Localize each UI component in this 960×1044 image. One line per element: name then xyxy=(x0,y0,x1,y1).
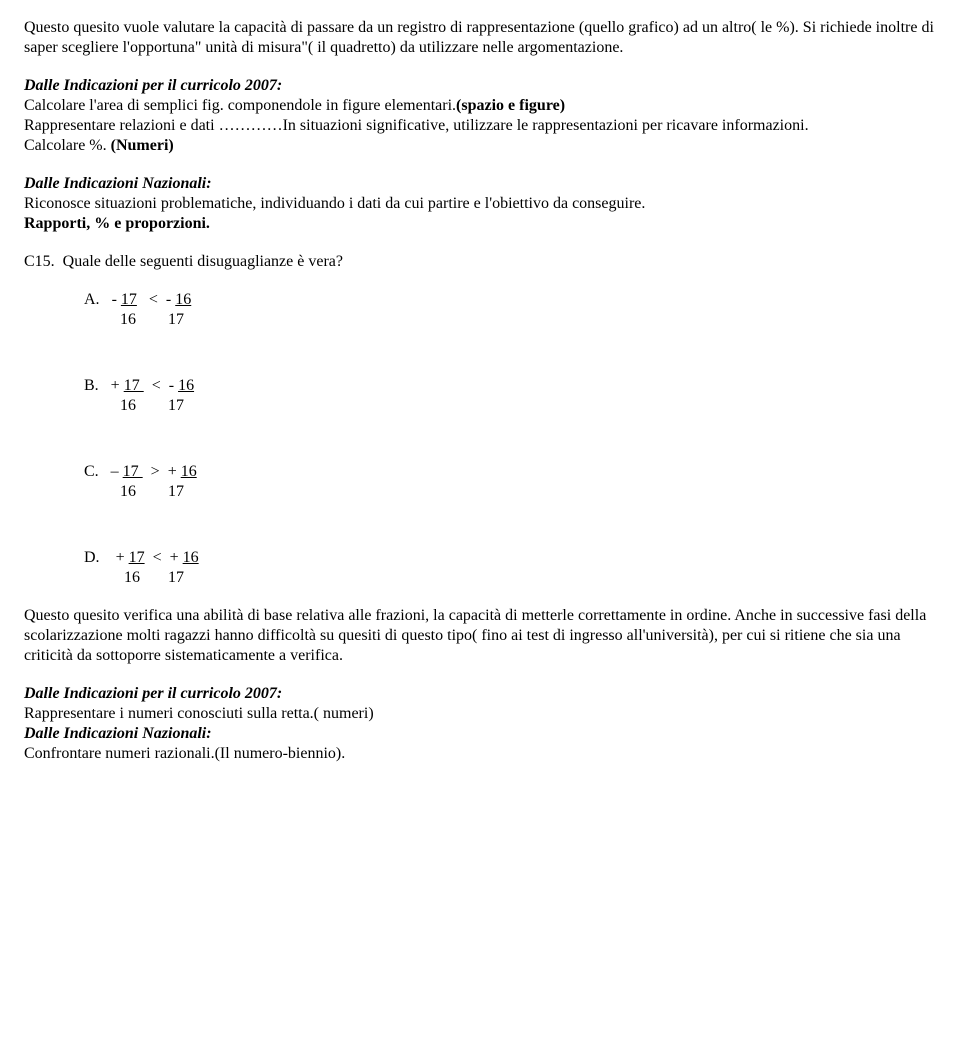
indicazioni-nazionali-block: Dalle Indicazioni Nazionali: Riconosce s… xyxy=(24,174,936,234)
conclusion-block: Questo quesito verifica una abilità di b… xyxy=(24,606,936,666)
option-c-pre: – xyxy=(99,463,123,480)
indicazioni-2007-line1-bold: (spazio e figure) xyxy=(456,97,565,114)
option-c: C. – 17 > + 16 16 17 xyxy=(84,462,936,502)
option-a-pre: - xyxy=(100,291,121,308)
option-b-line2: 16 17 xyxy=(116,396,936,416)
indicazioni-2007-line3-bold: (Numeri) xyxy=(111,137,174,154)
option-d-mid: < + xyxy=(145,549,183,566)
option-c-label: C. xyxy=(84,463,99,480)
question-text: Quale delle seguenti disuguaglianze è ve… xyxy=(55,253,343,270)
option-d-pre: + xyxy=(100,549,129,566)
option-c-mid: > + xyxy=(143,463,181,480)
option-a: A. - 17 < - 16 16 17 xyxy=(84,290,936,330)
footer-ind2007-line: Rappresentare i numeri conosciuti sulla … xyxy=(24,704,936,724)
option-b-pre: + xyxy=(99,377,124,394)
option-c-num2: 16 xyxy=(181,463,197,480)
indicazioni-2007-title: Dalle Indicazioni per il curricolo 2007: xyxy=(24,76,936,96)
option-d-line1: D. + 17 < + 16 xyxy=(84,548,936,568)
intro-block: Questo quesito vuole valutare la capacit… xyxy=(24,18,936,58)
option-b: B. + 17 < - 16 16 17 xyxy=(84,376,936,416)
option-b-mid: < - xyxy=(144,377,178,394)
question-block: C15. Quale delle seguenti disuguaglianze… xyxy=(24,252,936,588)
indicazioni-2007-line1: Calcolare l'area di semplici fig. compon… xyxy=(24,96,936,116)
indicazioni-2007-line2: Rappresentare relazioni e dati …………In si… xyxy=(24,116,936,136)
option-a-label: A. xyxy=(84,291,100,308)
indicazioni-2007-line3-text: Calcolare %. xyxy=(24,137,111,154)
footer-ind2007-title: Dalle Indicazioni per il curricolo 2007: xyxy=(24,684,936,704)
option-a-mid: < - xyxy=(137,291,175,308)
option-c-line2: 16 17 xyxy=(116,482,936,502)
intro-paragraph: Questo quesito vuole valutare la capacit… xyxy=(24,18,936,58)
option-b-line1: B. + 17 < - 16 xyxy=(84,376,936,396)
option-a-line1: A. - 17 < - 16 xyxy=(84,290,936,310)
option-b-label: B. xyxy=(84,377,99,394)
question-number: C15. xyxy=(24,253,55,270)
question-line: C15. Quale delle seguenti disuguaglianze… xyxy=(24,252,936,272)
conclusion-paragraph: Questo quesito verifica una abilità di b… xyxy=(24,606,936,666)
options-list: A. - 17 < - 16 16 17 B. + 17 < - 16 16 1… xyxy=(84,290,936,588)
option-c-num1: 17 xyxy=(123,463,143,480)
option-d-label: D. xyxy=(84,549,100,566)
footer-block: Dalle Indicazioni per il curricolo 2007:… xyxy=(24,684,936,764)
footer-indnaz-title: Dalle Indicazioni Nazionali: xyxy=(24,724,936,744)
indicazioni-nazionali-line2: Rapporti, % e proporzioni. xyxy=(24,214,936,234)
option-d-num1: 17 xyxy=(129,549,145,566)
indicazioni-nazionali-title: Dalle Indicazioni Nazionali: xyxy=(24,174,936,194)
indicazioni-2007-block: Dalle Indicazioni per il curricolo 2007:… xyxy=(24,76,936,156)
footer-indnaz-line: Confrontare numeri razionali.(Il numero-… xyxy=(24,744,936,764)
option-b-num2: 16 xyxy=(178,377,194,394)
option-d-line2: 16 17 xyxy=(116,568,936,588)
indicazioni-2007-line3: Calcolare %. (Numeri) xyxy=(24,136,936,156)
option-c-line1: C. – 17 > + 16 xyxy=(84,462,936,482)
option-b-num1: 17 xyxy=(124,377,144,394)
option-a-line2: 16 17 xyxy=(116,310,936,330)
option-a-num2: 16 xyxy=(175,291,191,308)
indicazioni-2007-line1-text: Calcolare l'area di semplici fig. compon… xyxy=(24,97,456,114)
option-d: D. + 17 < + 16 16 17 xyxy=(84,548,936,588)
option-a-num1: 17 xyxy=(121,291,137,308)
option-d-num2: 16 xyxy=(183,549,199,566)
indicazioni-nazionali-line1: Riconosce situazioni problematiche, indi… xyxy=(24,194,936,214)
